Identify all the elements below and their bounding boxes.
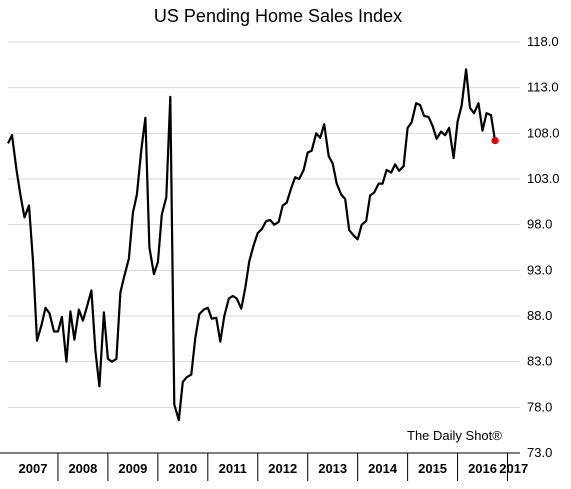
y-tick-label: 113.0 <box>527 80 559 95</box>
x-tick-label: 2009 <box>118 461 147 476</box>
series-line <box>7 68 497 422</box>
source-note: The Daily Shot® <box>407 428 502 443</box>
y-axis-ticks: 73.0 78.0 83.0 88.0 93.0 98.0 103.0 108.0 113.0 1… <box>527 34 560 460</box>
chart-title: US Pending Home Sales Index <box>154 6 402 26</box>
x-tick-label: 2016 <box>468 461 497 476</box>
x-tick-label: 2012 <box>268 461 297 476</box>
y-tick-label: 88.0 <box>527 308 552 323</box>
y-tick-label: 93.0 <box>527 262 552 277</box>
y-tick-label: 118.0 <box>527 34 559 49</box>
x-tick-label: 2017 <box>499 461 528 476</box>
x-tick-label: 2010 <box>168 461 197 476</box>
y-tick-label: 73.0 <box>527 445 552 460</box>
y-tick-label: 98.0 <box>527 217 552 232</box>
y-tick-label: 103.0 <box>527 171 560 186</box>
x-axis-ticks: 2007 2008 2009 2010 2011 2012 2013 2014 2015 2016… <box>0 452 528 481</box>
x-tick-label: 2008 <box>68 461 97 476</box>
x-tick-label: 2015 <box>418 461 447 476</box>
x-tick-label: 2013 <box>318 461 347 476</box>
y-tick-label: 83.0 <box>527 354 552 369</box>
x-tick-label: 2011 <box>219 461 247 476</box>
x-tick-label: 2014 <box>368 461 398 476</box>
last-point-marker <box>491 137 499 145</box>
y-tick-label: 78.0 <box>527 399 552 414</box>
x-tick-label: 2007 <box>19 461 48 476</box>
y-tick-label: 108.0 <box>527 125 560 140</box>
